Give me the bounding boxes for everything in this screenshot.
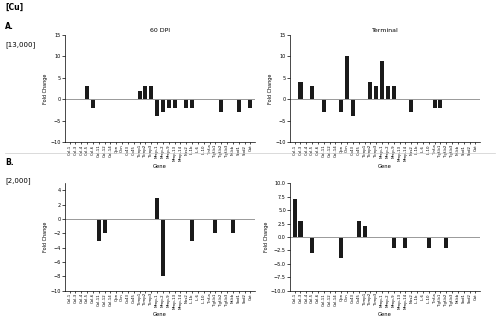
Bar: [432, 99, 436, 108]
X-axis label: Gene: Gene: [153, 164, 167, 169]
Bar: [310, 237, 314, 253]
Bar: [214, 219, 218, 234]
Bar: [161, 219, 165, 276]
Bar: [298, 221, 302, 237]
Bar: [166, 99, 171, 108]
Text: [Cu]: [Cu]: [5, 3, 23, 12]
Bar: [322, 99, 326, 112]
Bar: [339, 99, 344, 112]
Y-axis label: Fold Change: Fold Change: [44, 73, 49, 104]
Bar: [345, 56, 349, 99]
Text: A.: A.: [5, 22, 14, 31]
Bar: [438, 99, 442, 108]
Title: 60 DPI: 60 DPI: [150, 28, 170, 33]
Bar: [386, 86, 390, 99]
Bar: [409, 99, 414, 112]
Bar: [102, 219, 106, 234]
Bar: [392, 86, 396, 99]
Bar: [144, 86, 148, 99]
Bar: [380, 61, 384, 99]
Y-axis label: Fold Change: Fold Change: [268, 73, 274, 104]
Bar: [310, 86, 314, 99]
Bar: [97, 219, 101, 240]
Bar: [155, 198, 159, 219]
Bar: [292, 199, 296, 237]
Bar: [149, 86, 154, 99]
Bar: [219, 99, 223, 112]
Bar: [444, 237, 448, 248]
Bar: [374, 86, 378, 99]
Bar: [161, 99, 165, 112]
Bar: [298, 82, 302, 99]
Text: B.: B.: [5, 158, 14, 167]
Bar: [85, 86, 89, 99]
Bar: [404, 237, 407, 248]
Text: [13,000]: [13,000]: [5, 41, 35, 48]
Bar: [356, 221, 361, 237]
Bar: [368, 82, 372, 99]
Bar: [236, 99, 240, 112]
X-axis label: Gene: Gene: [378, 164, 392, 169]
Bar: [172, 99, 176, 108]
Bar: [426, 237, 431, 248]
Bar: [138, 91, 141, 99]
Bar: [248, 99, 252, 108]
X-axis label: Gene: Gene: [153, 312, 167, 316]
Bar: [351, 99, 355, 116]
Bar: [339, 237, 344, 258]
Bar: [155, 99, 159, 116]
Text: [2,000]: [2,000]: [5, 177, 30, 184]
Y-axis label: Fold Change: Fold Change: [264, 222, 269, 252]
Bar: [190, 219, 194, 240]
Bar: [392, 237, 396, 248]
Bar: [362, 226, 366, 237]
X-axis label: Gene: Gene: [378, 312, 392, 316]
Bar: [91, 99, 95, 108]
Y-axis label: Fold Change: Fold Change: [44, 222, 49, 252]
Bar: [184, 99, 188, 108]
Bar: [190, 99, 194, 108]
Bar: [231, 219, 235, 234]
Title: Terminal: Terminal: [372, 28, 398, 33]
